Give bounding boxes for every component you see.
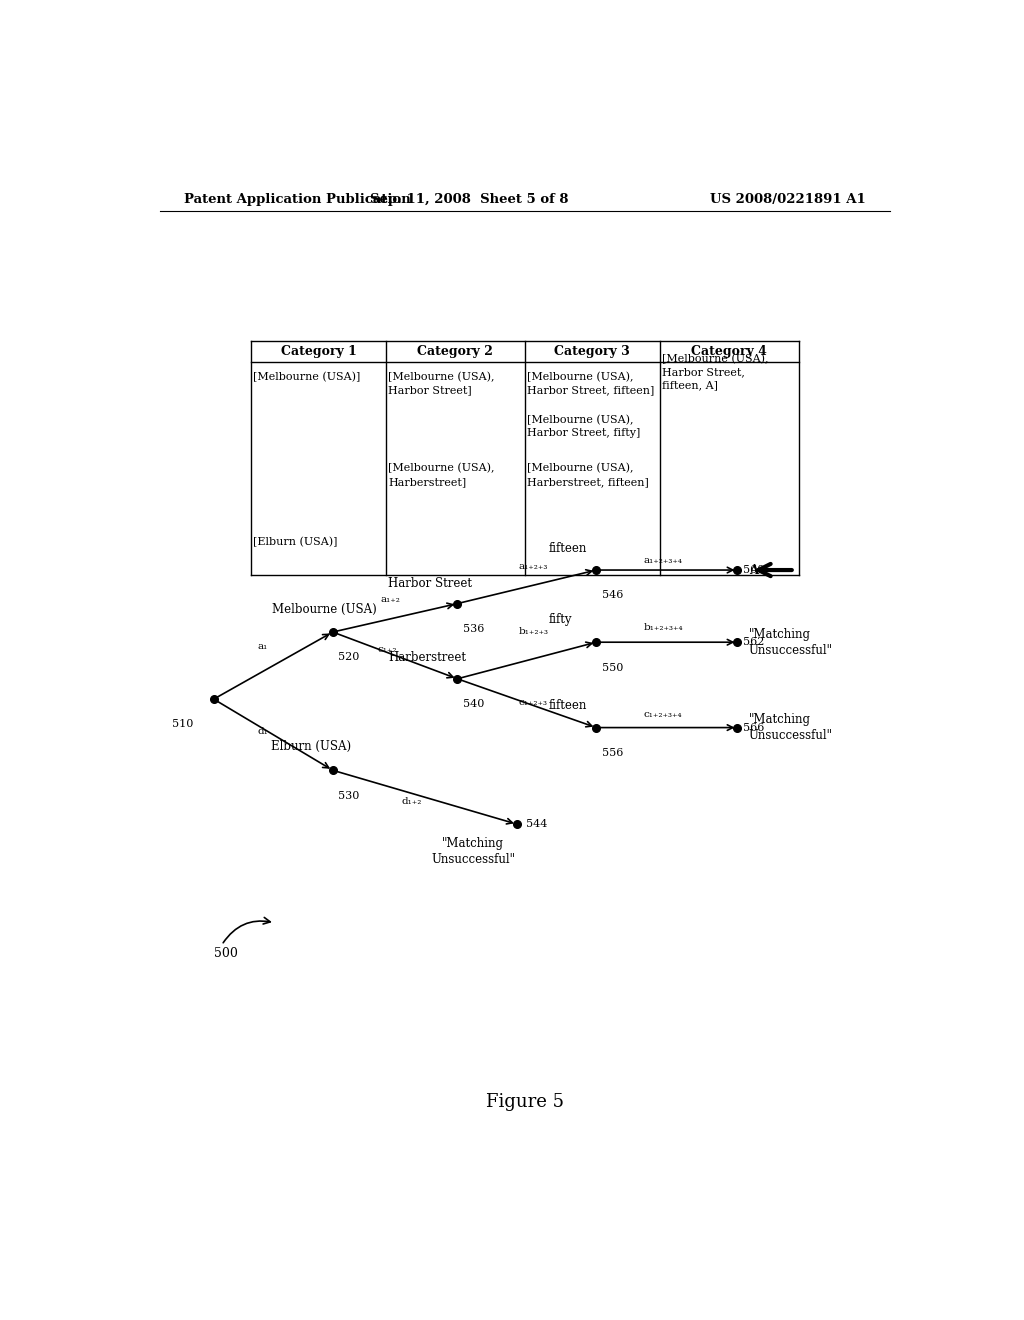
Text: [Melbourne (USA)]: [Melbourne (USA)]: [253, 372, 360, 383]
Text: A: A: [749, 564, 758, 577]
Text: "Matching
Unsuccessful": "Matching Unsuccessful": [431, 837, 515, 866]
Text: Category 4: Category 4: [691, 345, 767, 358]
Text: 536: 536: [463, 624, 484, 634]
Text: 560: 560: [743, 565, 764, 576]
Text: 500: 500: [214, 946, 238, 960]
Text: 546: 546: [602, 590, 624, 601]
Text: Category 2: Category 2: [418, 345, 494, 358]
Text: Sep. 11, 2008  Sheet 5 of 8: Sep. 11, 2008 Sheet 5 of 8: [370, 193, 568, 206]
Text: a₁: a₁: [257, 643, 267, 651]
Text: b₁₊₂₊₃₊₄: b₁₊₂₊₃₊₄: [644, 623, 683, 632]
Text: [Melbourne (USA),
Harbor Street, fifteen]: [Melbourne (USA), Harbor Street, fifteen…: [527, 372, 654, 396]
Text: Melbourne (USA): Melbourne (USA): [272, 603, 377, 615]
Text: 540: 540: [463, 700, 484, 709]
Text: [Melbourne (USA),
Harbor Street]: [Melbourne (USA), Harbor Street]: [388, 372, 495, 396]
Text: "Matching
Unsuccessful": "Matching Unsuccessful": [749, 628, 833, 657]
Text: fifteen: fifteen: [549, 541, 587, 554]
Text: 562: 562: [743, 638, 764, 647]
Text: 510: 510: [172, 719, 194, 730]
Text: Harbor Street: Harbor Street: [388, 577, 472, 590]
Text: [Elburn (USA)]: [Elburn (USA)]: [253, 536, 338, 546]
Text: fifteen: fifteen: [549, 700, 587, 713]
Text: fifty: fifty: [549, 612, 572, 626]
Text: 544: 544: [526, 818, 548, 829]
Text: 530: 530: [338, 791, 359, 801]
Text: Category 3: Category 3: [554, 345, 630, 358]
Text: [Melbourne (USA),
Harberstreet]: [Melbourne (USA), Harberstreet]: [388, 463, 495, 487]
Text: Category 1: Category 1: [281, 345, 356, 358]
Text: [Melbourne (USA),
Harbor Street,
fifteen, A]: [Melbourne (USA), Harbor Street, fifteen…: [663, 354, 769, 391]
Text: 520: 520: [338, 652, 359, 663]
Text: a₁₊₂: a₁₊₂: [380, 594, 400, 603]
Text: Figure 5: Figure 5: [485, 1093, 564, 1110]
Text: c₁₊₂₊₃₊₄: c₁₊₂₊₃₊₄: [644, 710, 682, 719]
Text: Patent Application Publication: Patent Application Publication: [183, 193, 411, 206]
Text: a₁₊₂₊₃: a₁₊₂₊₃: [518, 562, 548, 572]
Text: [Melbourne (USA),
Harbor Street, fifty]: [Melbourne (USA), Harbor Street, fifty]: [527, 414, 641, 438]
Text: 556: 556: [602, 748, 624, 758]
Text: Harberstreet: Harberstreet: [388, 651, 466, 664]
Text: c₁₊₂: c₁₊₂: [378, 645, 397, 655]
Text: a₁₊₂₊₃₊₄: a₁₊₂₊₃₊₄: [644, 556, 683, 565]
Text: d₁: d₁: [257, 727, 268, 735]
Text: US 2008/0221891 A1: US 2008/0221891 A1: [711, 193, 866, 206]
FancyArrowPatch shape: [223, 917, 270, 942]
Text: "Matching
Unsuccessful": "Matching Unsuccessful": [749, 713, 833, 742]
Text: d₁₊₂: d₁₊₂: [401, 797, 422, 805]
Text: [Melbourne (USA),
Harberstreet, fifteen]: [Melbourne (USA), Harberstreet, fifteen]: [527, 463, 649, 487]
Text: 550: 550: [602, 663, 624, 672]
Text: Elburn (USA): Elburn (USA): [270, 741, 351, 752]
Text: b₁₊₂₊₃: b₁₊₂₊₃: [518, 627, 549, 636]
Text: 566: 566: [743, 722, 764, 733]
Text: c₁₊₂₊₃: c₁₊₂₊₃: [518, 698, 548, 708]
